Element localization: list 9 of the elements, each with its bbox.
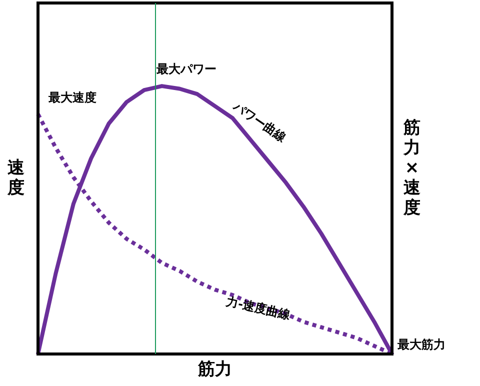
annotation: 最大速度: [48, 90, 97, 104]
text: 最大パワー: [156, 62, 217, 76]
annotation: パワー曲線: [230, 98, 290, 146]
annotation: 力-速度曲線: [224, 294, 292, 322]
y-axis-title: 速度: [402, 178, 420, 218]
text: 速度: [8, 158, 24, 198]
x-axis-title: 筋力: [197, 359, 232, 380]
text: 最大筋力: [396, 338, 446, 352]
text: 筋力×: [404, 118, 420, 178]
